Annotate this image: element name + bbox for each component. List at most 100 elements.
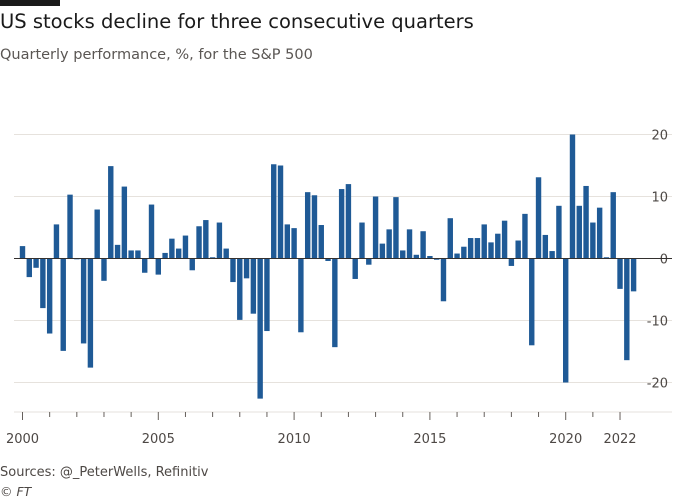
bar <box>53 224 60 259</box>
bar <box>447 218 453 259</box>
x-tick-label: 2020 <box>549 432 582 447</box>
bar <box>169 238 175 259</box>
x-tick-label: 2015 <box>413 432 446 447</box>
bar <box>590 222 596 259</box>
y-tick-label: 20 <box>651 129 668 144</box>
bar <box>420 231 426 259</box>
bar <box>576 205 582 259</box>
bar <box>230 258 236 283</box>
bar <box>440 258 447 302</box>
bar <box>209 257 216 259</box>
bar <box>101 258 107 281</box>
bar <box>223 248 229 259</box>
bar <box>610 192 616 259</box>
bar <box>108 166 114 259</box>
bar <box>535 177 542 259</box>
y-tick-label: -20 <box>647 377 668 392</box>
x-tick-label: 2010 <box>278 432 311 447</box>
source-note: Sources: @_PeterWells, Refinitiv <box>0 465 209 480</box>
ft-logo: © FT <box>0 484 32 499</box>
bar <box>474 238 481 259</box>
bar <box>196 226 202 259</box>
x-tick-label: 2005 <box>142 432 175 447</box>
bar <box>345 184 352 259</box>
bar <box>624 258 630 361</box>
bar <box>501 220 508 259</box>
bar <box>379 243 386 259</box>
bar <box>563 258 569 383</box>
bar <box>19 246 26 259</box>
bar <box>542 234 549 259</box>
bar <box>386 229 392 259</box>
y-tick-label: -10 <box>647 315 668 330</box>
bar <box>148 204 155 259</box>
bar <box>257 258 263 399</box>
bar <box>26 258 32 278</box>
bar <box>359 222 365 259</box>
bar <box>508 258 515 266</box>
bar <box>433 258 440 260</box>
bar <box>243 258 250 279</box>
bar <box>203 220 209 259</box>
bar <box>583 185 589 259</box>
bar <box>67 194 73 259</box>
bar <box>162 252 168 259</box>
bar <box>182 235 189 259</box>
bar <box>569 134 576 259</box>
y-tick-label: 10 <box>651 191 668 206</box>
bar <box>291 228 297 259</box>
bar <box>114 244 121 259</box>
bar <box>556 205 562 259</box>
bar <box>488 242 494 259</box>
bar <box>372 196 379 259</box>
bar <box>427 256 433 259</box>
chart-subtitle: Quarterly performance, %, for the S&P 50… <box>0 47 313 63</box>
bar <box>135 250 141 259</box>
bar <box>617 258 623 289</box>
bar <box>189 258 195 271</box>
bar <box>630 258 637 292</box>
bar <box>142 258 148 273</box>
bar <box>298 258 304 333</box>
bar <box>596 207 603 259</box>
bar <box>87 258 94 368</box>
bar <box>250 258 257 314</box>
bar <box>325 258 331 261</box>
bar <box>304 192 311 259</box>
bar <box>549 251 555 259</box>
bar <box>529 258 535 346</box>
bar <box>603 257 610 259</box>
bar <box>175 248 182 259</box>
chart-title: US stocks decline for three consecutive … <box>0 10 474 33</box>
x-tick-label: 2022 <box>603 432 636 447</box>
bar <box>495 233 501 259</box>
bar <box>60 258 66 351</box>
bar <box>155 258 161 275</box>
bar <box>400 250 406 259</box>
bar <box>352 258 358 279</box>
bar <box>366 258 372 265</box>
bar <box>46 258 53 334</box>
bar <box>332 258 338 348</box>
bar <box>128 250 134 259</box>
bar <box>121 186 128 259</box>
bar <box>413 254 420 259</box>
bar <box>33 258 39 268</box>
bar <box>271 164 277 259</box>
bar <box>94 209 100 259</box>
bar <box>318 225 324 259</box>
bar <box>393 197 399 259</box>
bar <box>467 238 474 259</box>
bar <box>338 189 345 259</box>
bar <box>311 195 318 259</box>
bar <box>237 258 243 320</box>
bar <box>264 258 270 332</box>
bar <box>454 253 460 259</box>
bar <box>481 224 487 259</box>
brand-bar <box>0 0 60 6</box>
bar <box>461 246 467 259</box>
x-tick-label: 2000 <box>6 432 39 447</box>
bar <box>216 222 223 259</box>
bar <box>284 224 291 259</box>
